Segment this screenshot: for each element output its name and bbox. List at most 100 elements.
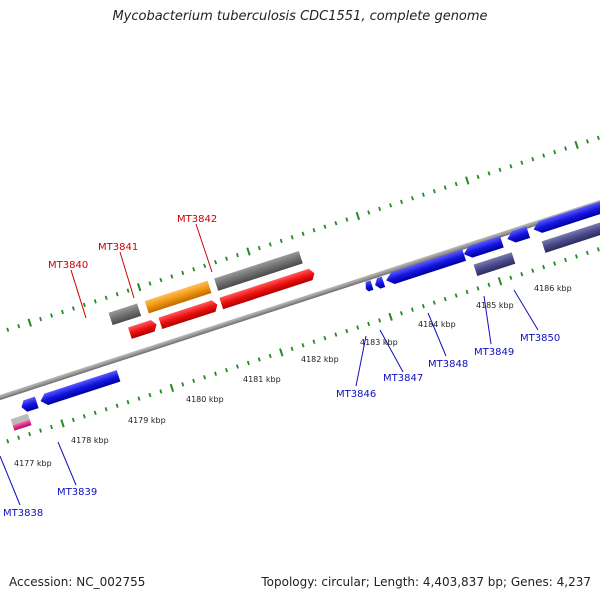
tick-label-4181: 4181 kbp: [243, 375, 281, 384]
gene-label-mt3849[interactable]: MT3849: [474, 347, 514, 358]
outer-ring-tick: [564, 146, 568, 151]
leader-mt3841: [119, 251, 135, 299]
outer-ring-tick: [596, 135, 600, 141]
inner-ring-tick: [71, 417, 75, 423]
inner-ring-tick: [345, 328, 349, 334]
outer-ring-tick: [355, 211, 361, 221]
gene-block-slate-2: [541, 216, 600, 253]
inner-ring-tick: [181, 382, 185, 387]
gene-label-mt3839[interactable]: MT3839: [57, 487, 97, 498]
inner-ring-tick: [367, 321, 371, 327]
gene-block-slate-1: [473, 252, 516, 277]
inner-ring-tick: [301, 343, 305, 348]
inner-ring-tick: [225, 367, 228, 373]
outer-ring-tick: [257, 245, 261, 251]
outer-ring-tick: [389, 203, 393, 208]
gene-label-mt3842[interactable]: MT3842: [177, 214, 217, 225]
tick-label-4178: 4178 kbp: [71, 436, 109, 445]
gene-arrow-blue-4: [21, 396, 39, 412]
outer-ring-tick: [126, 288, 130, 293]
outer-ring-tick: [443, 185, 447, 190]
gene-arrow-blue-3: [40, 370, 121, 405]
outer-ring-tick: [181, 270, 185, 276]
gene-label-mt3848[interactable]: MT3848: [428, 359, 468, 370]
outer-tick-ring: [6, 135, 600, 332]
gene-label-mt3846[interactable]: MT3846: [336, 389, 376, 400]
outer-ring-tick: [214, 260, 218, 265]
inner-ring-tick: [17, 435, 21, 440]
gene-label-mt3841[interactable]: MT3841: [98, 242, 138, 253]
gene-label-mt3850[interactable]: MT3850: [520, 333, 560, 344]
outer-ring-tick: [136, 282, 142, 292]
inner-ring-tick: [432, 300, 436, 305]
tick-label-4182: 4182 kbp: [301, 355, 339, 364]
gene-block-orange: [144, 280, 212, 314]
inner-tick-ring: [6, 247, 600, 444]
gene-label-mt3840[interactable]: MT3840: [48, 260, 88, 271]
leader-mt3848: [427, 312, 447, 357]
tick-label-4180: 4180 kbp: [186, 395, 224, 404]
outer-ring-tick: [104, 295, 108, 300]
inner-ring-tick: [6, 439, 10, 444]
outer-ring-tick: [225, 256, 229, 261]
inner-ring-tick: [60, 419, 65, 428]
inner-ring-tick: [497, 277, 503, 286]
outer-ring-tick: [115, 292, 119, 297]
inner-ring-tick: [542, 264, 546, 270]
outer-ring-tick: [465, 176, 470, 185]
gene-label-mt3838[interactable]: MT3838: [3, 508, 43, 519]
inner-ring-tick: [115, 403, 119, 408]
inner-ring-tick: [246, 360, 250, 366]
leader-mt3847: [379, 329, 404, 373]
gene-block-lightgray: [10, 413, 30, 425]
inner-ring-tick: [574, 254, 578, 259]
outer-ring-tick: [170, 274, 174, 279]
gene-arrow-red-1: [128, 320, 157, 339]
outer-ring-tick: [520, 160, 524, 165]
outer-ring-tick: [301, 231, 305, 236]
outer-ring-tick: [27, 318, 32, 327]
inner-ring-tick: [520, 272, 524, 277]
outer-ring-tick: [454, 181, 458, 187]
outer-ring-tick: [148, 281, 152, 286]
inner-ring-tick: [104, 407, 108, 412]
leader-mt3850: [513, 289, 539, 331]
gene-label-mt3847[interactable]: MT3847: [383, 373, 423, 384]
outer-ring-tick: [574, 140, 579, 150]
inner-ring-tick: [93, 410, 97, 415]
outer-ring-tick: [6, 327, 10, 332]
outer-ring-tick: [203, 263, 207, 268]
outer-ring-tick: [542, 153, 546, 158]
outer-ring-tick: [61, 309, 64, 315]
inner-ring-tick: [596, 247, 600, 252]
gene-block-gray-2: [214, 250, 303, 291]
map-title: Mycobacterium tuberculosis CDC1551, comp…: [112, 9, 488, 24]
inner-ring-tick: [553, 261, 557, 266]
outer-ring-tick: [487, 171, 491, 176]
inner-ring-tick: [268, 353, 272, 359]
outer-ring-tick: [421, 192, 425, 197]
leader-mt3840: [70, 269, 87, 319]
outer-ring-tick: [93, 299, 97, 304]
gene-arrow-red-3: [219, 268, 315, 310]
genome-summary: Topology: circular; Length: 4,403,837 bp…: [261, 575, 591, 589]
gene-arrow-blue-5: [365, 280, 374, 292]
inner-ring-tick: [323, 335, 327, 341]
inner-ring-tick: [235, 364, 239, 369]
outer-ring-tick: [71, 306, 75, 311]
inner-ring-tick: [192, 378, 196, 383]
inner-ring-tick: [564, 257, 568, 263]
inner-ring-tick: [487, 282, 491, 288]
outer-ring-tick: [192, 267, 196, 272]
inner-ring-tick: [257, 357, 261, 362]
inner-ring-tick: [126, 399, 130, 405]
inner-ring-tick: [400, 311, 403, 316]
inner-ring-tick: [356, 325, 360, 330]
inner-ring-tick: [159, 389, 163, 394]
inner-ring-tick: [410, 307, 414, 312]
accession-label: Accession: NC_002755: [9, 575, 146, 589]
inner-ring-tick: [214, 371, 218, 376]
tick-label-4186: 4186 kbp: [534, 284, 572, 293]
tick-label-4184: 4184 kbp: [418, 320, 456, 329]
